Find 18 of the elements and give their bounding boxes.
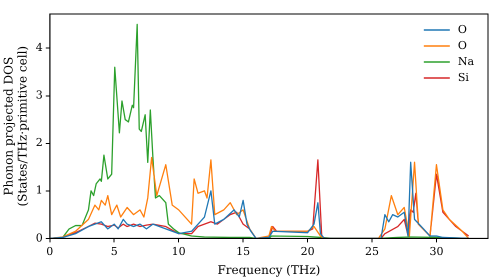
y-tick-label: 3	[36, 88, 43, 102]
x-axis-title: Frequency (THz)	[217, 262, 320, 277]
x-tick-label: 30	[429, 244, 444, 258]
y-tick-label: 2	[36, 136, 43, 150]
legend-label: Na	[458, 54, 474, 68]
legend-label: O	[458, 22, 467, 36]
y-axis-title: Phonon projected DOS (States/THz·primitive cell)	[1, 46, 30, 207]
legend-label: O	[458, 38, 467, 52]
x-tick-label: 25	[365, 244, 380, 258]
y-tick-label: 0	[36, 231, 43, 244]
x-tick-label: 10	[172, 244, 186, 258]
x-tick-label: 15	[236, 244, 250, 258]
x-tick-label: 0	[46, 244, 54, 258]
y-tick-label: 1	[36, 184, 43, 197]
x-tick-label: 5	[110, 244, 118, 258]
y-tick-label: 4	[36, 41, 43, 54]
x-tick-label: 20	[300, 244, 315, 258]
legend-label: Si	[458, 70, 470, 84]
